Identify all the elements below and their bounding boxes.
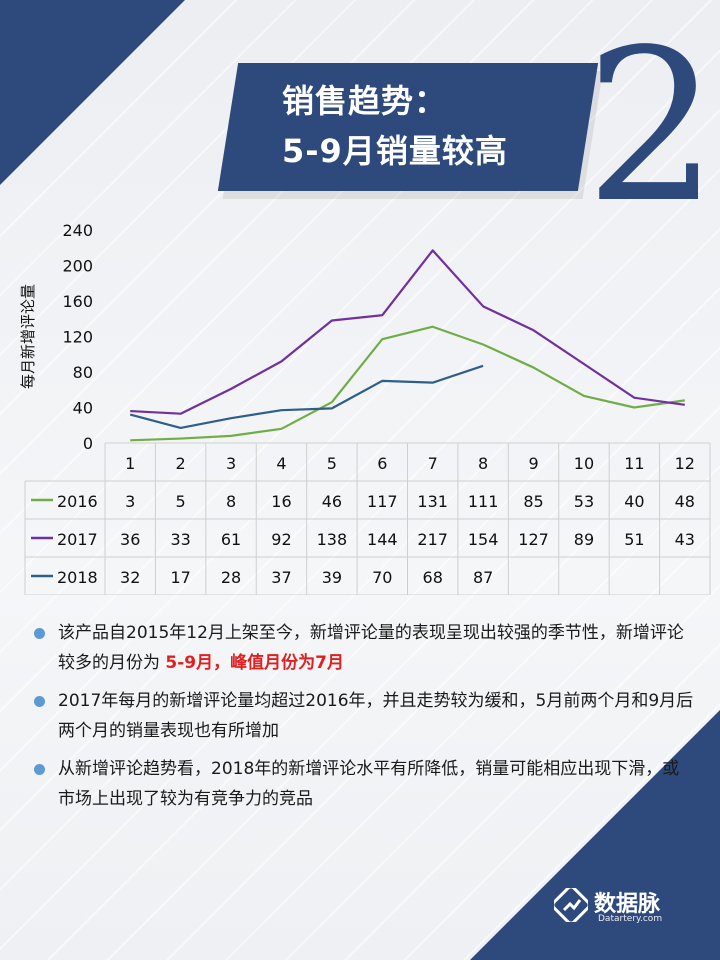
bullet-dot-icon	[34, 696, 45, 707]
data-cell: 17	[170, 568, 190, 587]
y-axis-label: 每月新增评论量	[19, 284, 37, 389]
data-cell: 51	[624, 530, 644, 549]
logo-name: 数据脉	[594, 892, 661, 917]
x-tick-label: 1	[125, 454, 135, 473]
data-cell: 111	[468, 492, 499, 511]
bullet-dot-icon	[34, 764, 45, 775]
data-cell: 16	[271, 492, 291, 511]
data-cell: 144	[367, 530, 398, 549]
x-tick-label: 9	[528, 454, 538, 473]
bullet-list: 该产品自2015年12月上架至今，新增评论量的表现呈现出较强的季节性，新增评论较…	[32, 618, 694, 822]
bullet-item-3: 从新增评论趋势看，2018年的新增评论水平有所降低，销量可能相应出现下滑，或市场…	[32, 754, 694, 814]
logo-subtitle: Datartery.com	[598, 914, 663, 924]
bullet-item-1: 该产品自2015年12月上架至今，新增评论量的表现呈现出较强的季节性，新增评论较…	[32, 618, 694, 678]
series-line-2017	[130, 249, 685, 415]
data-cell: 138	[317, 530, 348, 549]
data-cell: 39	[322, 568, 342, 587]
bullet-text: 从新增评论趋势看，2018年的新增评论水平有所降低，销量可能相应出现下滑，或市场…	[58, 759, 680, 809]
data-cell: 154	[468, 530, 499, 549]
title-line-1: 销售趋势：	[282, 82, 448, 120]
data-cell: 36	[120, 530, 140, 549]
x-tick-label: 8	[478, 454, 488, 473]
bullet-dot-icon	[34, 628, 45, 639]
brand-logo: 数据脉 Datartery.com	[554, 884, 694, 934]
y-tick-label: 120	[62, 328, 93, 347]
logo-icon	[554, 888, 588, 922]
y-tick-label: 200	[62, 257, 93, 276]
y-tick-label: 0	[83, 434, 93, 453]
bullet-highlight: 5-9月，峰值月份为7月	[165, 653, 344, 673]
x-tick-label: 12	[675, 454, 695, 473]
data-cell: 70	[372, 568, 392, 587]
data-cell: 217	[417, 530, 448, 549]
data-cell: 8	[226, 492, 236, 511]
data-cell: 53	[574, 492, 594, 511]
data-cell: 85	[523, 492, 543, 511]
data-cell: 32	[120, 568, 140, 587]
y-tick-label: 40	[73, 399, 93, 418]
corner-decoration-bottom-right	[470, 710, 720, 960]
data-cell: 33	[170, 530, 190, 549]
data-cell: 5	[176, 492, 186, 511]
data-cell: 131	[417, 492, 448, 511]
y-tick-label: 80	[73, 363, 93, 382]
title-line-2: 5-9月销量较高	[282, 132, 508, 170]
x-tick-label: 7	[428, 454, 438, 473]
x-tick-label: 10	[574, 454, 594, 473]
x-tick-label: 11	[624, 454, 644, 473]
series-line-2016	[130, 325, 685, 442]
data-cell: 28	[221, 568, 241, 587]
data-cell: 89	[574, 530, 594, 549]
x-tick-label: 4	[276, 454, 286, 473]
data-cell: 87	[473, 568, 493, 587]
x-tick-label: 6	[377, 454, 387, 473]
x-tick-label: 5	[327, 454, 337, 473]
y-tick-label: 240	[62, 221, 93, 240]
corner-decoration-top-left	[0, 0, 185, 185]
data-cell: 48	[675, 492, 695, 511]
data-cell: 3	[125, 492, 135, 511]
data-cell: 127	[518, 530, 549, 549]
series-line-2018	[129, 364, 484, 430]
data-cell: 68	[423, 568, 443, 587]
legend-label: 2018	[57, 568, 98, 587]
data-cell: 43	[675, 530, 695, 549]
data-cell: 37	[271, 568, 291, 587]
data-cell: 61	[221, 530, 241, 549]
data-cell: 92	[271, 530, 291, 549]
data-cell: 40	[624, 492, 644, 511]
x-tick-label: 2	[176, 454, 186, 473]
legend-label: 2017	[57, 530, 98, 549]
section-number: 2	[585, 4, 719, 249]
bullet-item-2: 2017年每月的新增评论量均超过2016年，并且走势较为缓和，5月前两个月和9月…	[32, 686, 694, 746]
data-cell: 46	[322, 492, 342, 511]
data-cell: 117	[367, 492, 398, 511]
y-tick-label: 160	[62, 292, 93, 311]
bullet-text: 该产品自2015年12月上架至今，新增评论量的表现呈现出较强的季节性，新增评论较…	[58, 623, 684, 673]
x-tick-label: 3	[226, 454, 236, 473]
legend-label: 2016	[57, 492, 98, 511]
page-title: 销售趋势： 5-9月销量较高	[282, 76, 582, 176]
bullet-text: 2017年每月的新增评论量均超过2016年，并且走势较为缓和，5月前两个月和9月…	[58, 691, 694, 741]
